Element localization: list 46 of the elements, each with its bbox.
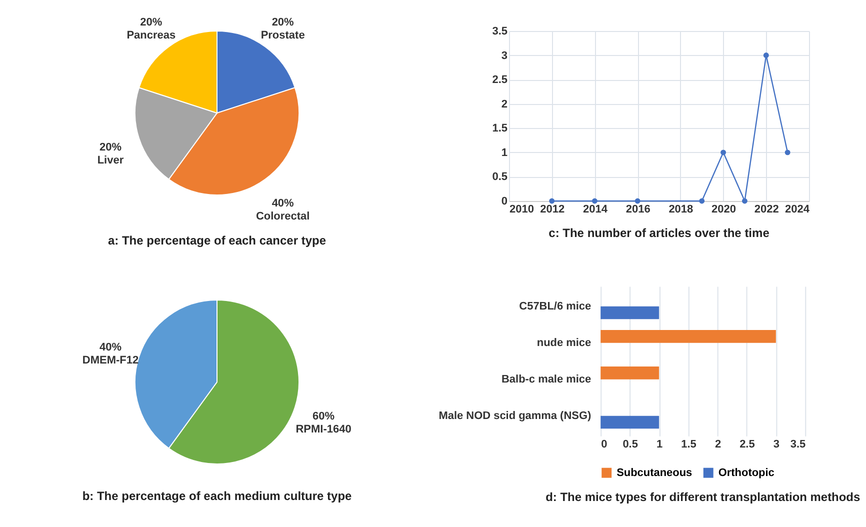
data-label: 60% xyxy=(312,410,334,423)
y-tick-label: 1.5 xyxy=(492,122,507,134)
y-tick-label: Balb-c male mice xyxy=(502,373,592,386)
data-label: 40% xyxy=(98,341,122,354)
y-tick-label: 1 xyxy=(500,146,507,158)
text: d: The mice types for different transplantation methods xyxy=(546,490,860,504)
x-tick-label: 2024 xyxy=(784,203,810,215)
x-tick-label: 2018 xyxy=(668,203,693,215)
x-tick-label: 2 xyxy=(714,438,722,450)
x-tick-label: 0.5 xyxy=(622,438,638,450)
y-tick-label: 3 xyxy=(500,49,507,62)
slice-label: RPMI-1640 xyxy=(295,424,351,436)
y-tick-label: nude mice xyxy=(536,336,592,349)
slice-label: DMEM-F12 xyxy=(82,354,138,366)
text: c: The number of articles over the time xyxy=(548,226,770,240)
y-tick-label: 3.5 xyxy=(492,25,507,37)
x-tick-label: 2022 xyxy=(754,203,778,215)
x-tick-label: 2016 xyxy=(625,203,650,215)
slice-label: Colorectal xyxy=(255,210,310,223)
x-tick-label: 2020 xyxy=(711,203,736,215)
y-tick-label: Male NOD scid gamma (NSG) xyxy=(438,410,592,422)
slice-label: Pancreas xyxy=(126,29,176,42)
data-label: 20% xyxy=(98,142,122,154)
x-tick-label: 2012 xyxy=(540,203,564,215)
x-tick-label: 0 xyxy=(601,438,608,450)
text: a: The percentage of each cancer type xyxy=(107,234,326,248)
x-tick-label: 2.5 xyxy=(740,438,755,450)
y-tick-label: 2 xyxy=(500,98,507,110)
y-tick-label: C57BL/6 mice xyxy=(519,300,592,312)
x-tick-label: 3.5 xyxy=(790,438,806,450)
y-tick-label: 0 xyxy=(500,195,507,207)
x-tick-label: 3 xyxy=(773,438,780,450)
x-tick-label: 1 xyxy=(656,438,663,450)
y-tick-label: 0.5 xyxy=(492,170,507,183)
x-tick-label: 2010 xyxy=(509,203,534,215)
x-tick-label: 2014 xyxy=(582,203,608,215)
slice-label: Liver xyxy=(96,154,124,167)
y-tick-label: 2.5 xyxy=(492,74,507,86)
legend-label: Orthotopic xyxy=(718,466,774,479)
data-label: 40% xyxy=(271,198,294,210)
legend-label: Subcutaneous xyxy=(616,466,692,479)
x-tick-label: 1.5 xyxy=(681,438,696,450)
data-label: 20% xyxy=(271,16,294,28)
data-label: 20% xyxy=(140,16,162,28)
text: b: The percentage of each medium culture type xyxy=(82,489,352,503)
slice-label: Prostate xyxy=(260,29,304,42)
